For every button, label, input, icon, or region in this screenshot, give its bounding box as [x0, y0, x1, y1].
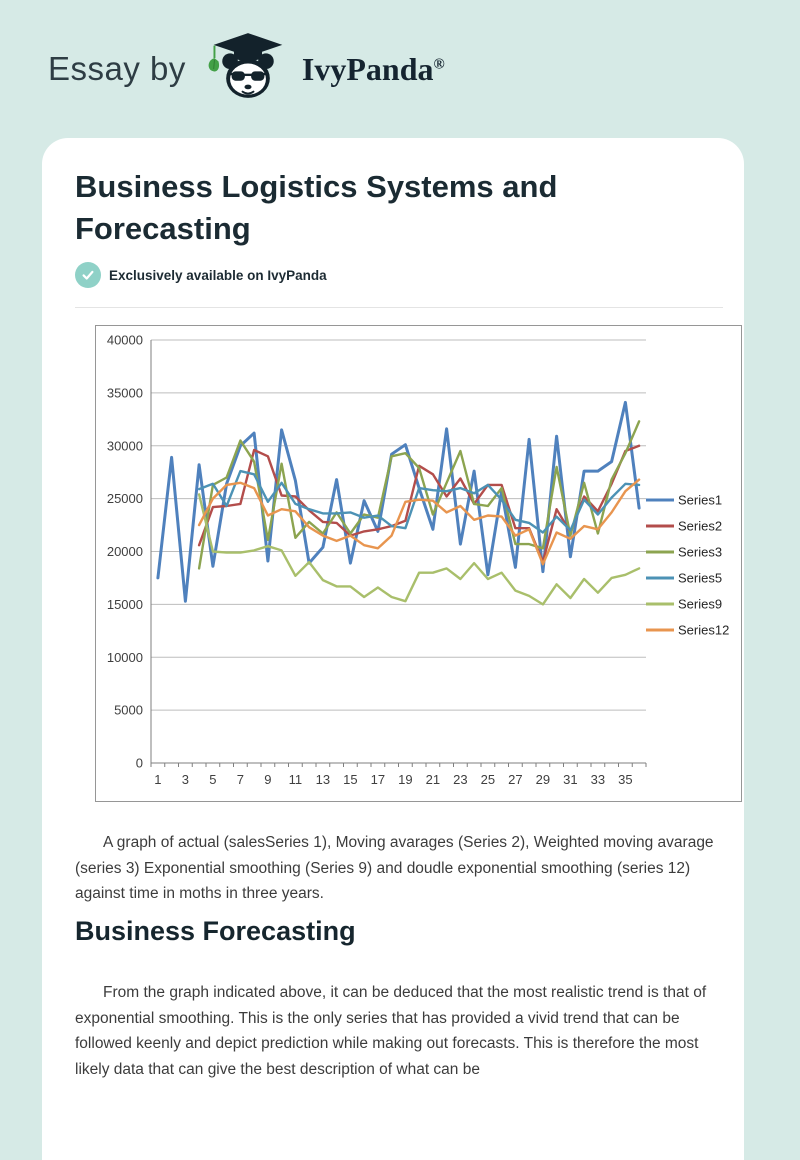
- sales-forecast-chart: 0 5000 10000 15000 20000 25000 30000 35000 40000…: [95, 325, 742, 802]
- registered-mark: ®: [433, 55, 445, 72]
- panda-graduate-logo-icon: [208, 33, 283, 98]
- x-tick-label-27: 27: [508, 772, 522, 787]
- legend-label-Series9: Series9: [678, 597, 722, 612]
- x-tick-label-9: 9: [264, 772, 271, 787]
- y-tick-label-0: 0: [136, 756, 143, 771]
- y-tick-label-15000: 15000: [107, 597, 143, 612]
- x-tick-label-5: 5: [209, 772, 216, 787]
- x-tick-label-1: 1: [154, 772, 161, 787]
- y-tick-label-30000: 30000: [107, 438, 143, 453]
- series-line-Series1: [156, 400, 641, 603]
- legend-label-Series3: Series3: [678, 545, 722, 560]
- y-tick-label-20000: 20000: [107, 544, 143, 559]
- body-paragraph: From the graph indicated above, it can b…: [75, 984, 707, 1078]
- divider: [75, 307, 723, 308]
- badge-label: Exclusively available on IvyPanda: [109, 267, 327, 283]
- x-tick-label-21: 21: [426, 772, 440, 787]
- x-tick-label-15: 15: [343, 772, 357, 787]
- x-tick-label-35: 35: [618, 772, 632, 787]
- y-tick-label-10000: 10000: [107, 650, 143, 665]
- x-tick-label-13: 13: [316, 772, 330, 787]
- x-tick-label-23: 23: [453, 772, 467, 787]
- x-tick-label-31: 31: [563, 772, 577, 787]
- content-card: Business Logistics Systems and Forecasti…: [42, 138, 744, 1160]
- series-line-Series9: [197, 493, 641, 606]
- legend-label-Series1: Series1: [678, 493, 722, 508]
- y-tick-label-25000: 25000: [107, 491, 143, 506]
- x-tick-label-25: 25: [481, 772, 495, 787]
- essay-by-label: Essay by: [48, 50, 186, 87]
- legend-label-Series2: Series2: [678, 519, 722, 534]
- legend-label-Series12: Series12: [678, 623, 729, 638]
- ivypanda-brand-link[interactable]: IvyPanda®: [200, 30, 445, 108]
- x-tick-label-11: 11: [289, 772, 303, 787]
- site-header: Essay by IvyPanda®: [48, 30, 445, 108]
- x-tick-label-29: 29: [536, 772, 550, 787]
- figure-caption: A graph of actual (salesSeries 1), Movin…: [75, 834, 714, 902]
- x-tick-label-3: 3: [182, 772, 189, 787]
- y-tick-label-40000: 40000: [107, 333, 143, 348]
- y-tick-label-5000: 5000: [114, 703, 143, 718]
- x-tick-label-33: 33: [591, 772, 605, 787]
- exclusive-badge: Exclusively available on IvyPanda: [75, 262, 327, 288]
- x-tick-label-7: 7: [237, 772, 244, 787]
- check-icon: [75, 262, 101, 288]
- y-tick-label-35000: 35000: [107, 385, 143, 400]
- chart-canvas: 0 5000 10000 15000 20000 25000 30000 35000 40000…: [107, 333, 729, 788]
- x-tick-label-17: 17: [371, 772, 385, 787]
- x-tick-label-19: 19: [398, 772, 412, 787]
- page-title: Business Logistics Systems and Forecasti…: [75, 169, 558, 246]
- series-line-Series5: [197, 469, 641, 534]
- series-line-Series12: [197, 478, 641, 566]
- section-heading: Business Forecasting: [75, 916, 356, 946]
- legend-label-Series5: Series5: [678, 571, 722, 586]
- brand-name: IvyPanda®: [301, 50, 445, 87]
